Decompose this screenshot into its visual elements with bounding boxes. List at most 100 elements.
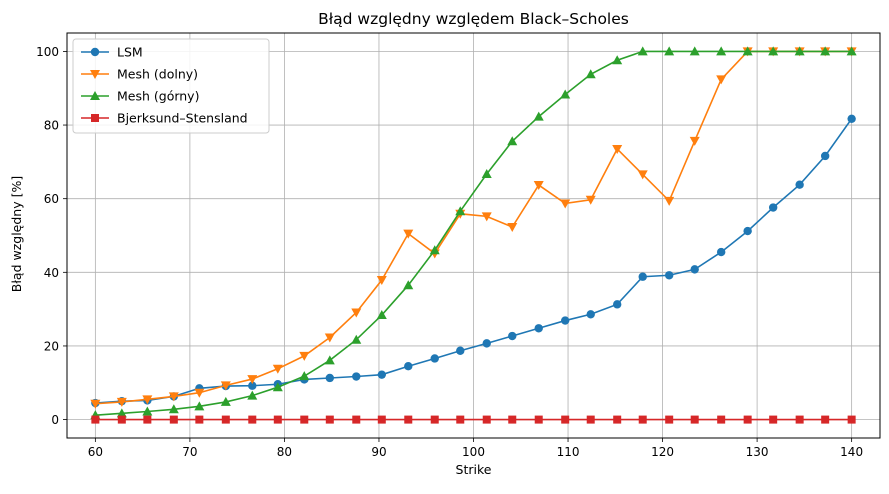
data-point bbox=[404, 362, 413, 371]
data-point bbox=[220, 381, 231, 391]
data-point bbox=[482, 339, 491, 348]
data-point bbox=[612, 144, 623, 154]
data-point bbox=[689, 46, 700, 56]
legend-marker bbox=[90, 91, 100, 100]
data-point bbox=[168, 392, 179, 402]
y-tick-label: 0 bbox=[51, 413, 59, 427]
data-point bbox=[377, 370, 387, 379]
data-point bbox=[194, 388, 205, 398]
legend-label: Mesh (dolny) bbox=[117, 67, 198, 82]
x-tick-label: 130 bbox=[746, 445, 769, 459]
data-point bbox=[612, 55, 623, 65]
data-point bbox=[795, 180, 804, 189]
data-point bbox=[665, 415, 674, 424]
series-mesh-g-rny bbox=[90, 46, 857, 420]
legend: LSM Mesh (dolny) Mesh (górny) Bjerksund–Ste… bbox=[72, 38, 270, 134]
data-point bbox=[143, 415, 152, 424]
data-point bbox=[534, 324, 543, 333]
data-point bbox=[846, 46, 857, 56]
data-point bbox=[533, 111, 544, 121]
data-point bbox=[742, 46, 753, 56]
data-point bbox=[456, 415, 465, 424]
y-axis-label: Błąd względny [%] bbox=[9, 176, 24, 292]
data-point bbox=[507, 223, 518, 233]
data-point bbox=[821, 415, 830, 424]
x-tick-label: 70 bbox=[182, 445, 197, 459]
data-point bbox=[91, 415, 100, 424]
y-tick-label: 80 bbox=[44, 119, 59, 133]
data-point bbox=[116, 408, 127, 418]
series-group bbox=[90, 46, 857, 424]
data-point bbox=[637, 170, 648, 180]
data-point bbox=[560, 316, 570, 325]
legend-marker bbox=[91, 114, 99, 122]
data-point bbox=[585, 69, 596, 79]
data-point bbox=[403, 229, 414, 239]
x-tick-label: 60 bbox=[88, 445, 103, 459]
data-point bbox=[507, 136, 518, 146]
legend-item: Mesh (górny) bbox=[81, 89, 199, 104]
data-point bbox=[324, 333, 335, 343]
legend-marker bbox=[90, 70, 100, 79]
data-point bbox=[90, 399, 101, 409]
data-point bbox=[717, 415, 726, 424]
data-point bbox=[689, 136, 700, 146]
legend-item: Bjerksund–Stensland bbox=[81, 111, 248, 126]
x-tick-label: 80 bbox=[277, 445, 292, 459]
data-point bbox=[324, 355, 335, 365]
data-point bbox=[482, 415, 491, 424]
data-point bbox=[560, 199, 571, 209]
data-point bbox=[273, 415, 282, 424]
data-point bbox=[300, 415, 309, 424]
series-line bbox=[95, 50, 852, 416]
data-point bbox=[586, 415, 595, 424]
data-point bbox=[377, 415, 386, 424]
data-point bbox=[194, 401, 205, 411]
data-point bbox=[456, 346, 465, 355]
data-point bbox=[299, 351, 310, 361]
data-point bbox=[794, 46, 805, 56]
data-point bbox=[247, 375, 258, 385]
legend-label: Mesh (górny) bbox=[117, 89, 199, 104]
data-point bbox=[195, 415, 204, 424]
data-point bbox=[508, 331, 517, 341]
data-point bbox=[690, 265, 699, 274]
data-point bbox=[534, 415, 543, 424]
data-point bbox=[481, 212, 492, 222]
x-tick-label: 140 bbox=[840, 445, 863, 459]
y-tick-label: 60 bbox=[44, 192, 59, 206]
data-point bbox=[247, 390, 258, 400]
x-tick-label: 90 bbox=[371, 445, 386, 459]
x-tick-label: 100 bbox=[462, 445, 485, 459]
series-line bbox=[95, 50, 852, 405]
data-point bbox=[561, 415, 570, 424]
data-point bbox=[376, 276, 387, 286]
data-point bbox=[586, 310, 595, 319]
data-point bbox=[272, 364, 283, 374]
ticks: 60 70 80 90 100 110 120 130 140 0 20 40 60 80 100 bbox=[36, 45, 863, 459]
data-point bbox=[716, 75, 727, 85]
data-point bbox=[376, 310, 387, 320]
chart-title: Błąd względny względem Black–Scholes bbox=[318, 10, 629, 28]
data-point bbox=[560, 89, 571, 99]
x-tick-label: 110 bbox=[557, 445, 580, 459]
data-point bbox=[352, 415, 361, 424]
data-point bbox=[142, 395, 153, 405]
data-point bbox=[638, 272, 647, 281]
data-point bbox=[716, 46, 727, 56]
data-point bbox=[272, 382, 283, 392]
data-point bbox=[664, 196, 675, 206]
y-tick-label: 20 bbox=[44, 339, 59, 353]
data-point bbox=[248, 381, 257, 390]
data-point bbox=[638, 415, 647, 424]
series-bjerksund-stensland bbox=[91, 415, 856, 424]
data-point bbox=[351, 308, 362, 318]
legend-marker bbox=[90, 47, 100, 57]
data-point bbox=[403, 280, 414, 290]
x-axis-label: Strike bbox=[456, 462, 492, 477]
data-point bbox=[612, 300, 622, 309]
data-point bbox=[142, 406, 153, 416]
data-point bbox=[795, 415, 804, 424]
data-point bbox=[820, 151, 830, 161]
